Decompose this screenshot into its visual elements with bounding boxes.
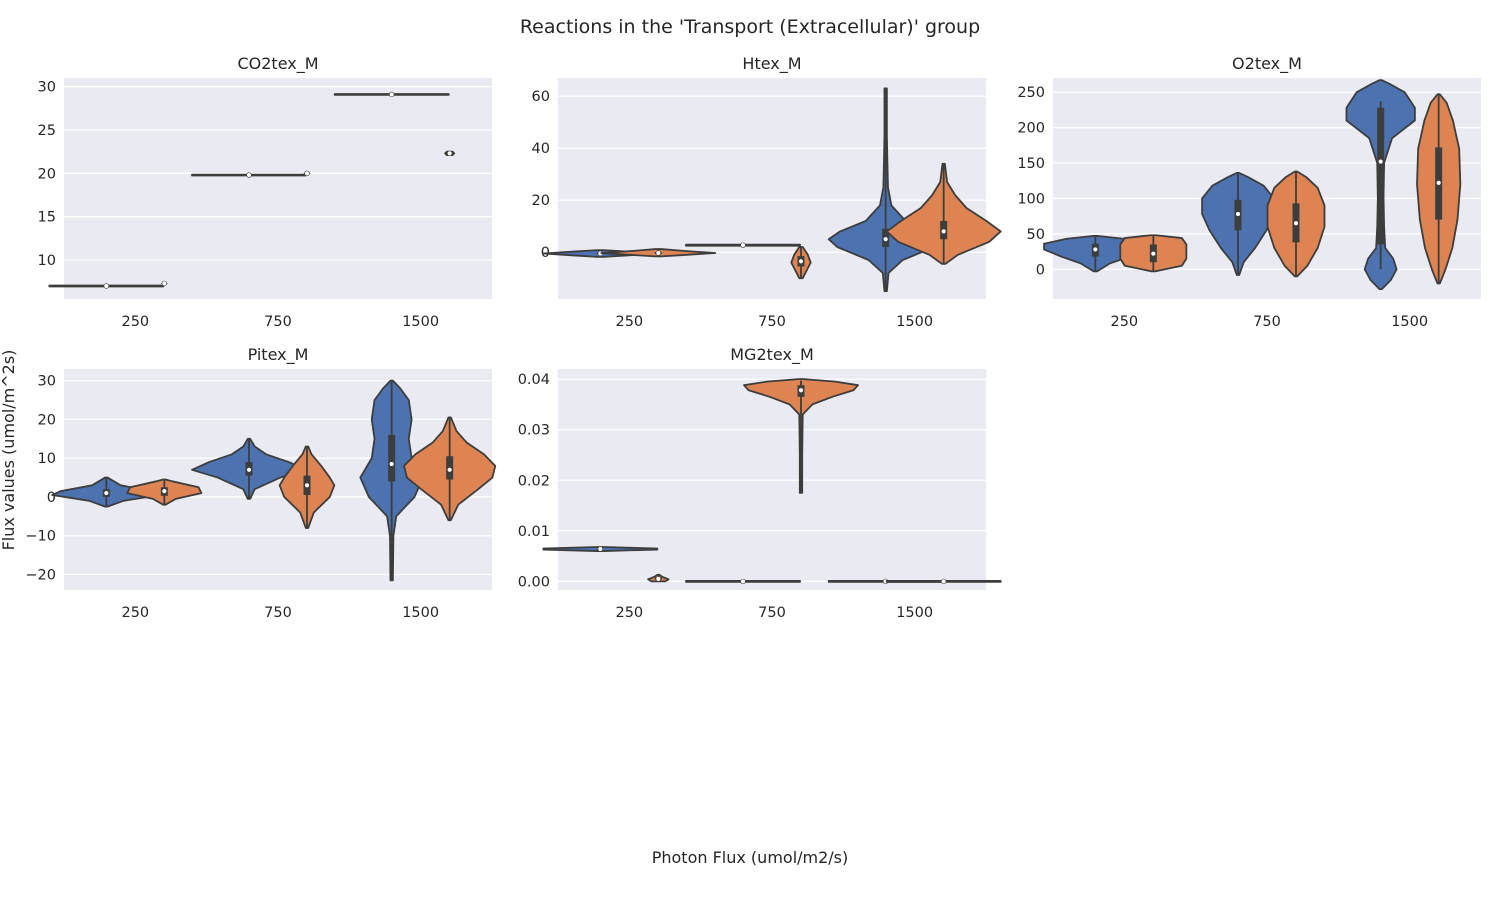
violin-median xyxy=(655,576,662,582)
x-tick-label: 750 xyxy=(264,605,292,621)
figure-title: Reactions in the 'Transport (Extracellul… xyxy=(520,16,980,38)
violin-median xyxy=(304,170,310,177)
x-tick-label: 750 xyxy=(758,605,786,621)
y-tick-label: 20 xyxy=(38,412,56,428)
panel-title: Htex_M xyxy=(742,54,801,74)
violin-median xyxy=(740,242,746,248)
panel-title: CO2tex_M xyxy=(237,54,318,74)
y-axis-label: Flux values (umol/m^2s) xyxy=(0,350,18,551)
y-tick-label: 150 xyxy=(1017,156,1045,172)
panel-5: 0.00 0.01 0.02 0.03 0.04 MG2tex_M 250 750 1500 xyxy=(518,345,1002,621)
plot-area xyxy=(558,369,986,590)
x-tick-label: 250 xyxy=(121,314,149,330)
y-tick-label: 0.00 xyxy=(518,574,550,590)
violin-median xyxy=(161,280,168,287)
y-tick-label: 0 xyxy=(47,490,56,506)
plot-area xyxy=(558,78,986,299)
x-tick-label: 750 xyxy=(758,314,786,330)
y-tick-label: −20 xyxy=(25,567,56,583)
y-tick-label: 100 xyxy=(1017,191,1045,207)
panel-3: 0 50 100 150 200 250 O2tex_M 250 750 1500 xyxy=(1017,54,1481,330)
x-tick-label: 1500 xyxy=(402,605,439,621)
y-tick-label: −10 xyxy=(25,529,56,545)
y-tick-label: 20 xyxy=(38,166,56,182)
x-tick-label: 1500 xyxy=(896,605,933,621)
x-tick-label: 250 xyxy=(615,605,643,621)
y-tick-label: 0.02 xyxy=(518,473,550,489)
y-tick-label: 10 xyxy=(38,451,56,467)
violin-median xyxy=(246,467,252,473)
violin-median xyxy=(940,228,947,235)
panel-title: O2tex_M xyxy=(1232,54,1302,74)
y-tick-label: 200 xyxy=(1017,121,1045,137)
y-tick-label: 25 xyxy=(38,123,56,139)
violin-median xyxy=(798,387,804,393)
plot-area xyxy=(64,78,492,299)
y-tick-label: 250 xyxy=(1017,85,1045,101)
panel-4: −20 −10 0 10 20 30 Pitex_M 250 750 1500 xyxy=(25,345,497,621)
y-tick-label: 10 xyxy=(38,253,56,269)
x-tick-label: 250 xyxy=(1110,314,1138,330)
violin-iqr-box xyxy=(388,434,396,482)
violin-median xyxy=(1092,246,1099,253)
violin-median xyxy=(882,236,889,242)
violin-median xyxy=(388,461,395,467)
violin-median xyxy=(161,488,168,494)
violin-median xyxy=(1235,211,1241,217)
y-tick-label: 0.03 xyxy=(518,423,550,439)
x-tick-label: 1500 xyxy=(896,314,933,330)
panel-title: MG2tex_M xyxy=(730,345,814,365)
y-tick-label: 20 xyxy=(532,193,550,209)
x-tick-label: 750 xyxy=(1253,314,1281,330)
y-tick-label: 60 xyxy=(532,89,550,105)
violin-median xyxy=(304,482,310,489)
panel-title: Pitex_M xyxy=(248,345,309,365)
violin-median xyxy=(103,490,110,496)
y-tick-label: 40 xyxy=(532,141,550,157)
x-tick-label: 1500 xyxy=(1391,314,1428,330)
panels: 1015202530CO2tex_M25075015000204060Htex_… xyxy=(25,54,1481,621)
panel-1: 10 15 20 25 30 CO2tex_M 250 750 1500 xyxy=(38,54,492,330)
violin-median xyxy=(446,150,453,157)
y-tick-label: 50 xyxy=(1027,227,1045,243)
violin-median xyxy=(740,578,746,585)
violin-median xyxy=(388,91,395,98)
violin-median xyxy=(1293,220,1299,226)
y-tick-label: 0 xyxy=(1036,262,1045,278)
violin-median xyxy=(597,546,604,552)
x-tick-label: 1500 xyxy=(402,314,439,330)
violin-median xyxy=(246,172,252,178)
y-tick-label: 0.01 xyxy=(518,524,550,540)
y-tick-label: 0.04 xyxy=(518,372,550,388)
violin-median xyxy=(446,467,453,473)
x-tick-label: 250 xyxy=(121,605,149,621)
violin-median xyxy=(798,258,804,264)
x-axis-label: Photon Flux (umol/m2/s) xyxy=(652,848,849,867)
y-tick-label: 30 xyxy=(38,80,56,96)
violin-iqr-box xyxy=(1377,107,1385,245)
violin-median xyxy=(1435,180,1442,186)
violin-median xyxy=(655,250,662,256)
violin-median xyxy=(1377,158,1384,165)
violin-median xyxy=(940,578,947,585)
y-tick-label: 15 xyxy=(38,210,56,226)
violin-median xyxy=(1150,250,1157,257)
violin-median xyxy=(103,283,110,289)
y-tick-label: 30 xyxy=(38,374,56,390)
x-tick-label: 750 xyxy=(264,314,292,330)
x-tick-label: 250 xyxy=(615,314,643,330)
